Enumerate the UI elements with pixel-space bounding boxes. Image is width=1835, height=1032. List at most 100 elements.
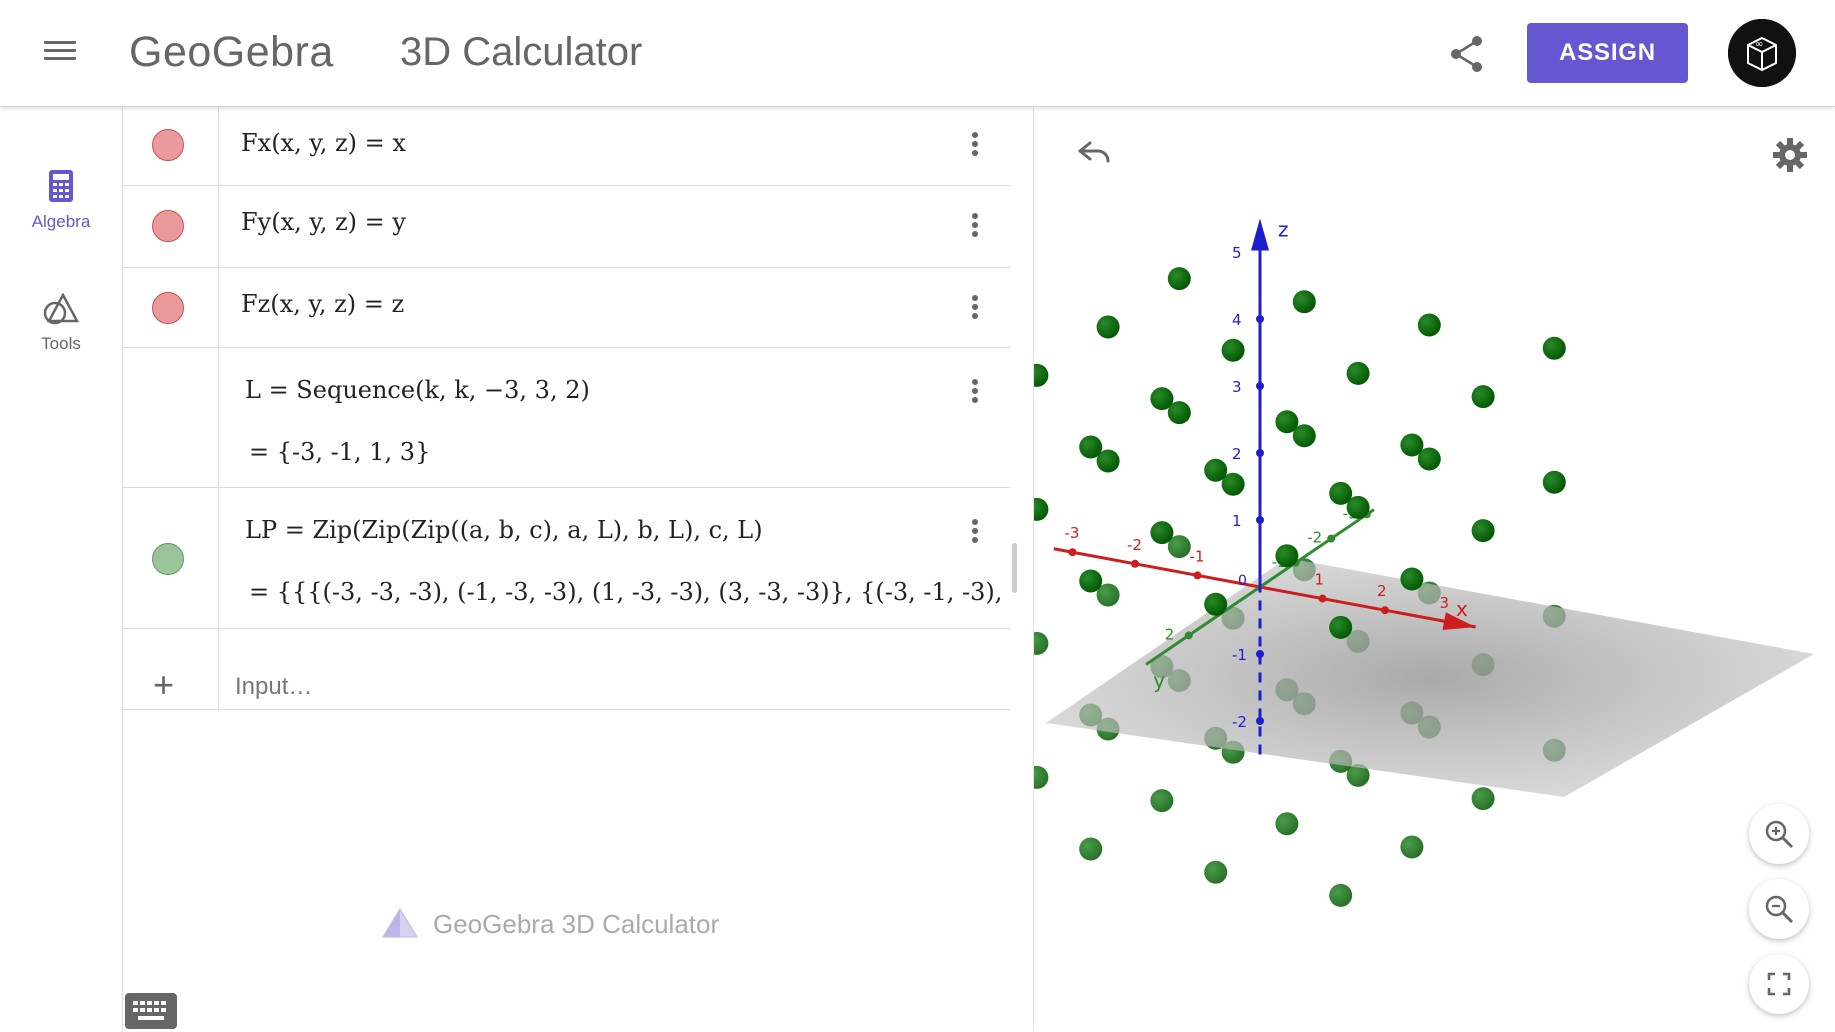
lattice-point <box>1329 481 1353 505</box>
visibility-toggle[interactable] <box>152 129 184 161</box>
lattice-point <box>1150 521 1174 545</box>
geogebra-logo[interactable]: GeoGebra <box>129 28 334 76</box>
gear-icon[interactable] <box>1770 135 1810 175</box>
lattice-point <box>1400 567 1424 591</box>
algebra-input-text[interactable]: L = Sequence(k, k, −3, 3, 2) <box>245 376 590 404</box>
keyboard-icon[interactable] <box>125 993 177 1029</box>
lattice-point <box>1329 615 1353 639</box>
plus-icon[interactable]: + <box>153 664 175 705</box>
y-tick-label: -2 <box>1307 529 1322 547</box>
z-tick <box>1256 315 1264 323</box>
lattice-point <box>1096 449 1120 473</box>
algebra-input-text[interactable]: Fx(x, y, z) = x <box>241 129 406 157</box>
x-tick <box>1131 559 1139 568</box>
zoom-out-icon[interactable] <box>1749 879 1809 939</box>
x-tick <box>1381 606 1389 615</box>
algebra-scrollbar[interactable] <box>1012 543 1017 593</box>
lattice-point <box>1204 458 1228 482</box>
calculator-icon <box>49 170 73 202</box>
lattice-point <box>1034 765 1049 789</box>
z-tick <box>1256 650 1264 658</box>
lattice-point <box>1329 883 1353 907</box>
z-tick-label: 3 <box>1232 378 1242 396</box>
geogebra-3d-logo-icon <box>382 908 418 938</box>
visibility-toggle[interactable] <box>152 543 184 575</box>
lattice-point <box>1221 338 1245 362</box>
lattice-point <box>1471 385 1495 409</box>
nav-label-algebra: Algebra <box>31 212 91 231</box>
lattice-point <box>1167 535 1191 559</box>
z-axis-label: z <box>1278 218 1289 242</box>
x-axis-label: x <box>1456 597 1468 621</box>
user-avatar[interactable]: ∞ <box>1728 19 1796 87</box>
share-icon[interactable] <box>1445 32 1489 76</box>
more-options-icon[interactable] <box>965 210 985 246</box>
lattice-point <box>1417 313 1441 337</box>
algebra-input-text[interactable]: LP = Zip(Zip(Zip((a, b, c), a, L), b, L)… <box>245 516 763 544</box>
y-axis-label: y <box>1153 669 1165 693</box>
x-tick-label: 2 <box>1377 582 1387 600</box>
algebra-row-sequence[interactable]: L = Sequence(k, k, −3, 3, 2) = {-3, -1, … <box>123 348 1010 488</box>
algebra-input-field[interactable]: Input… <box>235 673 313 700</box>
z-tick-label: 4 <box>1232 311 1242 329</box>
lattice-point <box>1346 361 1370 385</box>
app-header: GeoGebra 3D Calculator ASSIGN ∞ <box>0 0 1835 107</box>
lattice-point <box>1275 410 1299 434</box>
algebra-input-row[interactable]: + Input… <box>123 629 1010 710</box>
z-tick <box>1256 382 1264 390</box>
algebra-output-text: = {-3, -1, 1, 3} <box>249 438 431 466</box>
left-navigation: Algebra Tools <box>0 107 122 1032</box>
z-axis-arrow <box>1251 218 1269 251</box>
algebra-row-fy[interactable]: Fy(x, y, z) = y <box>123 186 1010 268</box>
lattice-point <box>1292 290 1316 314</box>
assign-button[interactable]: ASSIGN <box>1527 23 1688 83</box>
z-tick-label: 1 <box>1232 512 1242 530</box>
zoom-in-icon[interactable] <box>1749 804 1809 864</box>
lattice-point <box>1346 763 1370 787</box>
x-tick-label: 1 <box>1315 571 1325 589</box>
x-axis-arrow <box>1442 612 1476 631</box>
xy-plane <box>1046 558 1814 797</box>
lattice-point <box>1471 519 1495 543</box>
app-title: 3D Calculator <box>400 30 643 74</box>
y-tick-label: 2 <box>1165 625 1175 643</box>
lattice-point <box>1221 472 1245 496</box>
lattice-point <box>1542 470 1566 494</box>
lattice-point <box>1275 812 1299 836</box>
algebra-row-fx[interactable]: Fx(x, y, z) = x <box>123 107 1010 186</box>
lattice-point <box>1096 315 1120 339</box>
lattice-point <box>1346 495 1370 519</box>
x-tick-label: -2 <box>1127 536 1142 554</box>
more-options-icon[interactable] <box>965 376 985 412</box>
more-options-icon[interactable] <box>965 129 985 165</box>
algebra-row-fz[interactable]: Fz(x, y, z) = z <box>123 268 1010 348</box>
fullscreen-icon[interactable] <box>1749 954 1809 1014</box>
more-options-icon[interactable] <box>965 292 985 328</box>
lattice-point <box>1034 363 1049 387</box>
z-tick-label: -2 <box>1232 713 1247 731</box>
algebra-input-text[interactable]: Fy(x, y, z) = y <box>241 208 406 236</box>
z-tick <box>1256 449 1264 457</box>
lattice-point <box>1096 583 1120 607</box>
lattice-point <box>1542 336 1566 360</box>
nav-item-tools[interactable]: Tools <box>0 292 122 354</box>
lattice-point <box>1150 789 1174 813</box>
nav-item-algebra[interactable]: Algebra <box>0 169 122 232</box>
x-tick-label: -1 <box>1190 547 1205 565</box>
origin-label: 0 <box>1238 573 1247 589</box>
visibility-toggle[interactable] <box>152 210 184 242</box>
algebra-input-text[interactable]: Fz(x, y, z) = z <box>241 290 405 318</box>
x-tick-label: -3 <box>1065 524 1080 542</box>
hamburger-menu-icon[interactable] <box>40 36 80 70</box>
visibility-toggle[interactable] <box>152 292 184 324</box>
y-tick <box>1184 631 1193 640</box>
lattice-point <box>1079 435 1103 459</box>
lattice-point <box>1400 433 1424 457</box>
lattice-point <box>1034 631 1049 655</box>
undo-icon[interactable] <box>1074 137 1114 171</box>
algebra-row-zip[interactable]: LP = Zip(Zip(Zip((a, b, c), a, L), b, L)… <box>123 488 1010 629</box>
lattice-point <box>1167 401 1191 425</box>
more-options-icon[interactable] <box>965 516 985 552</box>
